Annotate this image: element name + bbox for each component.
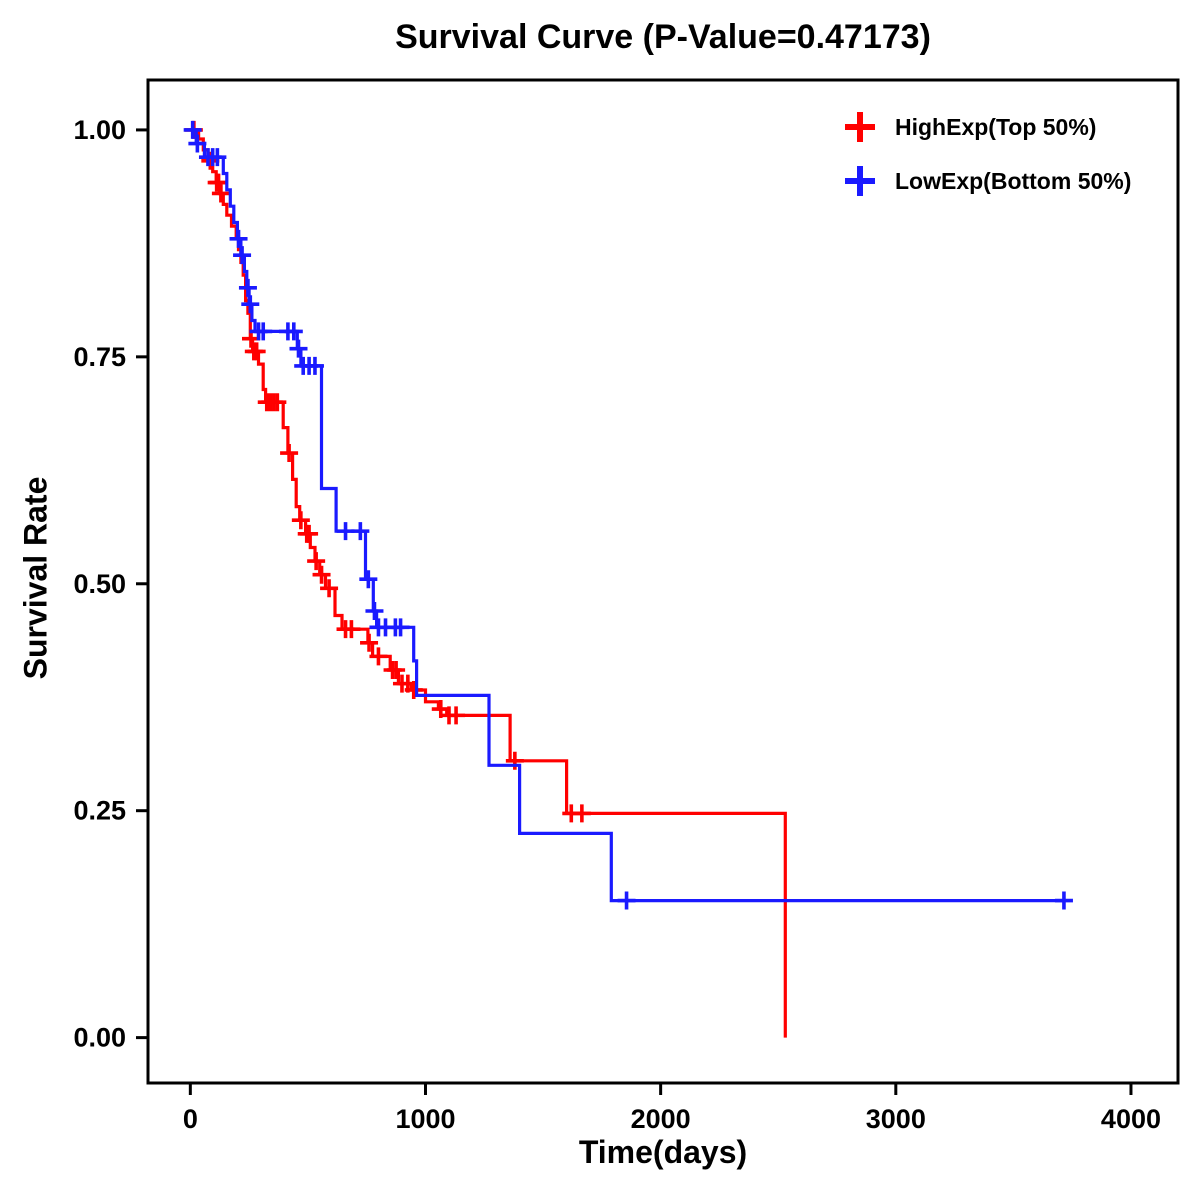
lowexp-censor-mark <box>183 120 202 139</box>
red-plus-marker-icon <box>845 112 875 142</box>
highexp-censor-mark <box>404 680 423 699</box>
highexp-censor-mark <box>291 511 310 530</box>
lowexp-censor-mark <box>241 295 260 314</box>
blue-plus-marker-icon <box>845 166 875 196</box>
y-tick-label: 1.00 <box>73 115 126 145</box>
highexp-censor-mark <box>447 706 466 725</box>
x-tick-label: 2000 <box>631 1104 691 1134</box>
legend-item-lowexp: LowExp(Bottom 50%) <box>845 166 1131 196</box>
lowexp-censor-mark <box>238 278 257 297</box>
lowexp-censor-mark <box>188 134 207 153</box>
y-axis-label: Survival Rate <box>17 476 54 680</box>
highexp-censor-mark <box>320 579 339 598</box>
chart-title: Survival Curve (P-Value=0.47173) <box>395 18 931 56</box>
highexp-censor-mark <box>360 633 379 652</box>
lowexp-censor-mark <box>284 322 303 341</box>
y-tick-label: 0.50 <box>73 569 126 599</box>
highexp-censor-mark <box>209 173 228 192</box>
x-axis-label: Time(days) <box>578 1134 748 1170</box>
lowexp-censor-mark <box>233 246 252 265</box>
x-tick-label: 4000 <box>1101 1104 1161 1134</box>
highexp-censor-mark <box>247 342 266 361</box>
lowexp-curve <box>190 128 1066 903</box>
highexp-censor-mark <box>572 804 591 823</box>
plot-border <box>146 78 1180 1085</box>
y-tick-label: 0.75 <box>73 342 126 372</box>
highexp-censor-mark <box>387 661 406 679</box>
y-tick-label: 0.25 <box>73 796 126 826</box>
lowexp-censor-mark <box>365 602 384 620</box>
highexp-censor-mark <box>211 184 230 203</box>
legend-label-lowexp: LowExp(Bottom 50%) <box>895 167 1132 194</box>
lowexp-censor-mark <box>289 339 308 358</box>
lowexp-censor-mark <box>617 891 636 910</box>
legend-label-highexp: HighExp(Top 50%) <box>895 113 1097 140</box>
highexp-censor-mark <box>312 565 331 584</box>
lowexp-censor-mark <box>1054 891 1073 910</box>
highexp-censor-mark <box>300 524 319 543</box>
lowexp-censor-mark <box>229 229 248 248</box>
lowexp-censor-mark <box>391 618 410 637</box>
highexp-censor-mark <box>268 393 287 412</box>
highexp-censor-mark <box>342 620 361 639</box>
lowexp-censor-mark <box>254 322 273 341</box>
lowexp-censor-mark <box>359 570 378 589</box>
highexp-curve <box>190 128 787 1038</box>
lowexp-censor-mark <box>351 522 370 541</box>
lowexp-censor-mark <box>305 356 324 375</box>
legend: HighExp(Top 50%) LowExp(Bottom 50%) <box>845 112 1131 196</box>
highexp-censor-mark <box>280 444 299 463</box>
highexp-censor-mark <box>369 647 388 666</box>
x-tick-label: 3000 <box>866 1104 926 1134</box>
lowexp-censor-mark <box>208 148 227 167</box>
x-tick-label: 0 <box>183 1104 198 1134</box>
highexp-censor-mark <box>307 552 326 571</box>
legend-item-highexp: HighExp(Top 50%) <box>845 112 1131 142</box>
x-tick-label: 1000 <box>395 1104 455 1134</box>
y-tick-label: 0.00 <box>73 1023 126 1053</box>
